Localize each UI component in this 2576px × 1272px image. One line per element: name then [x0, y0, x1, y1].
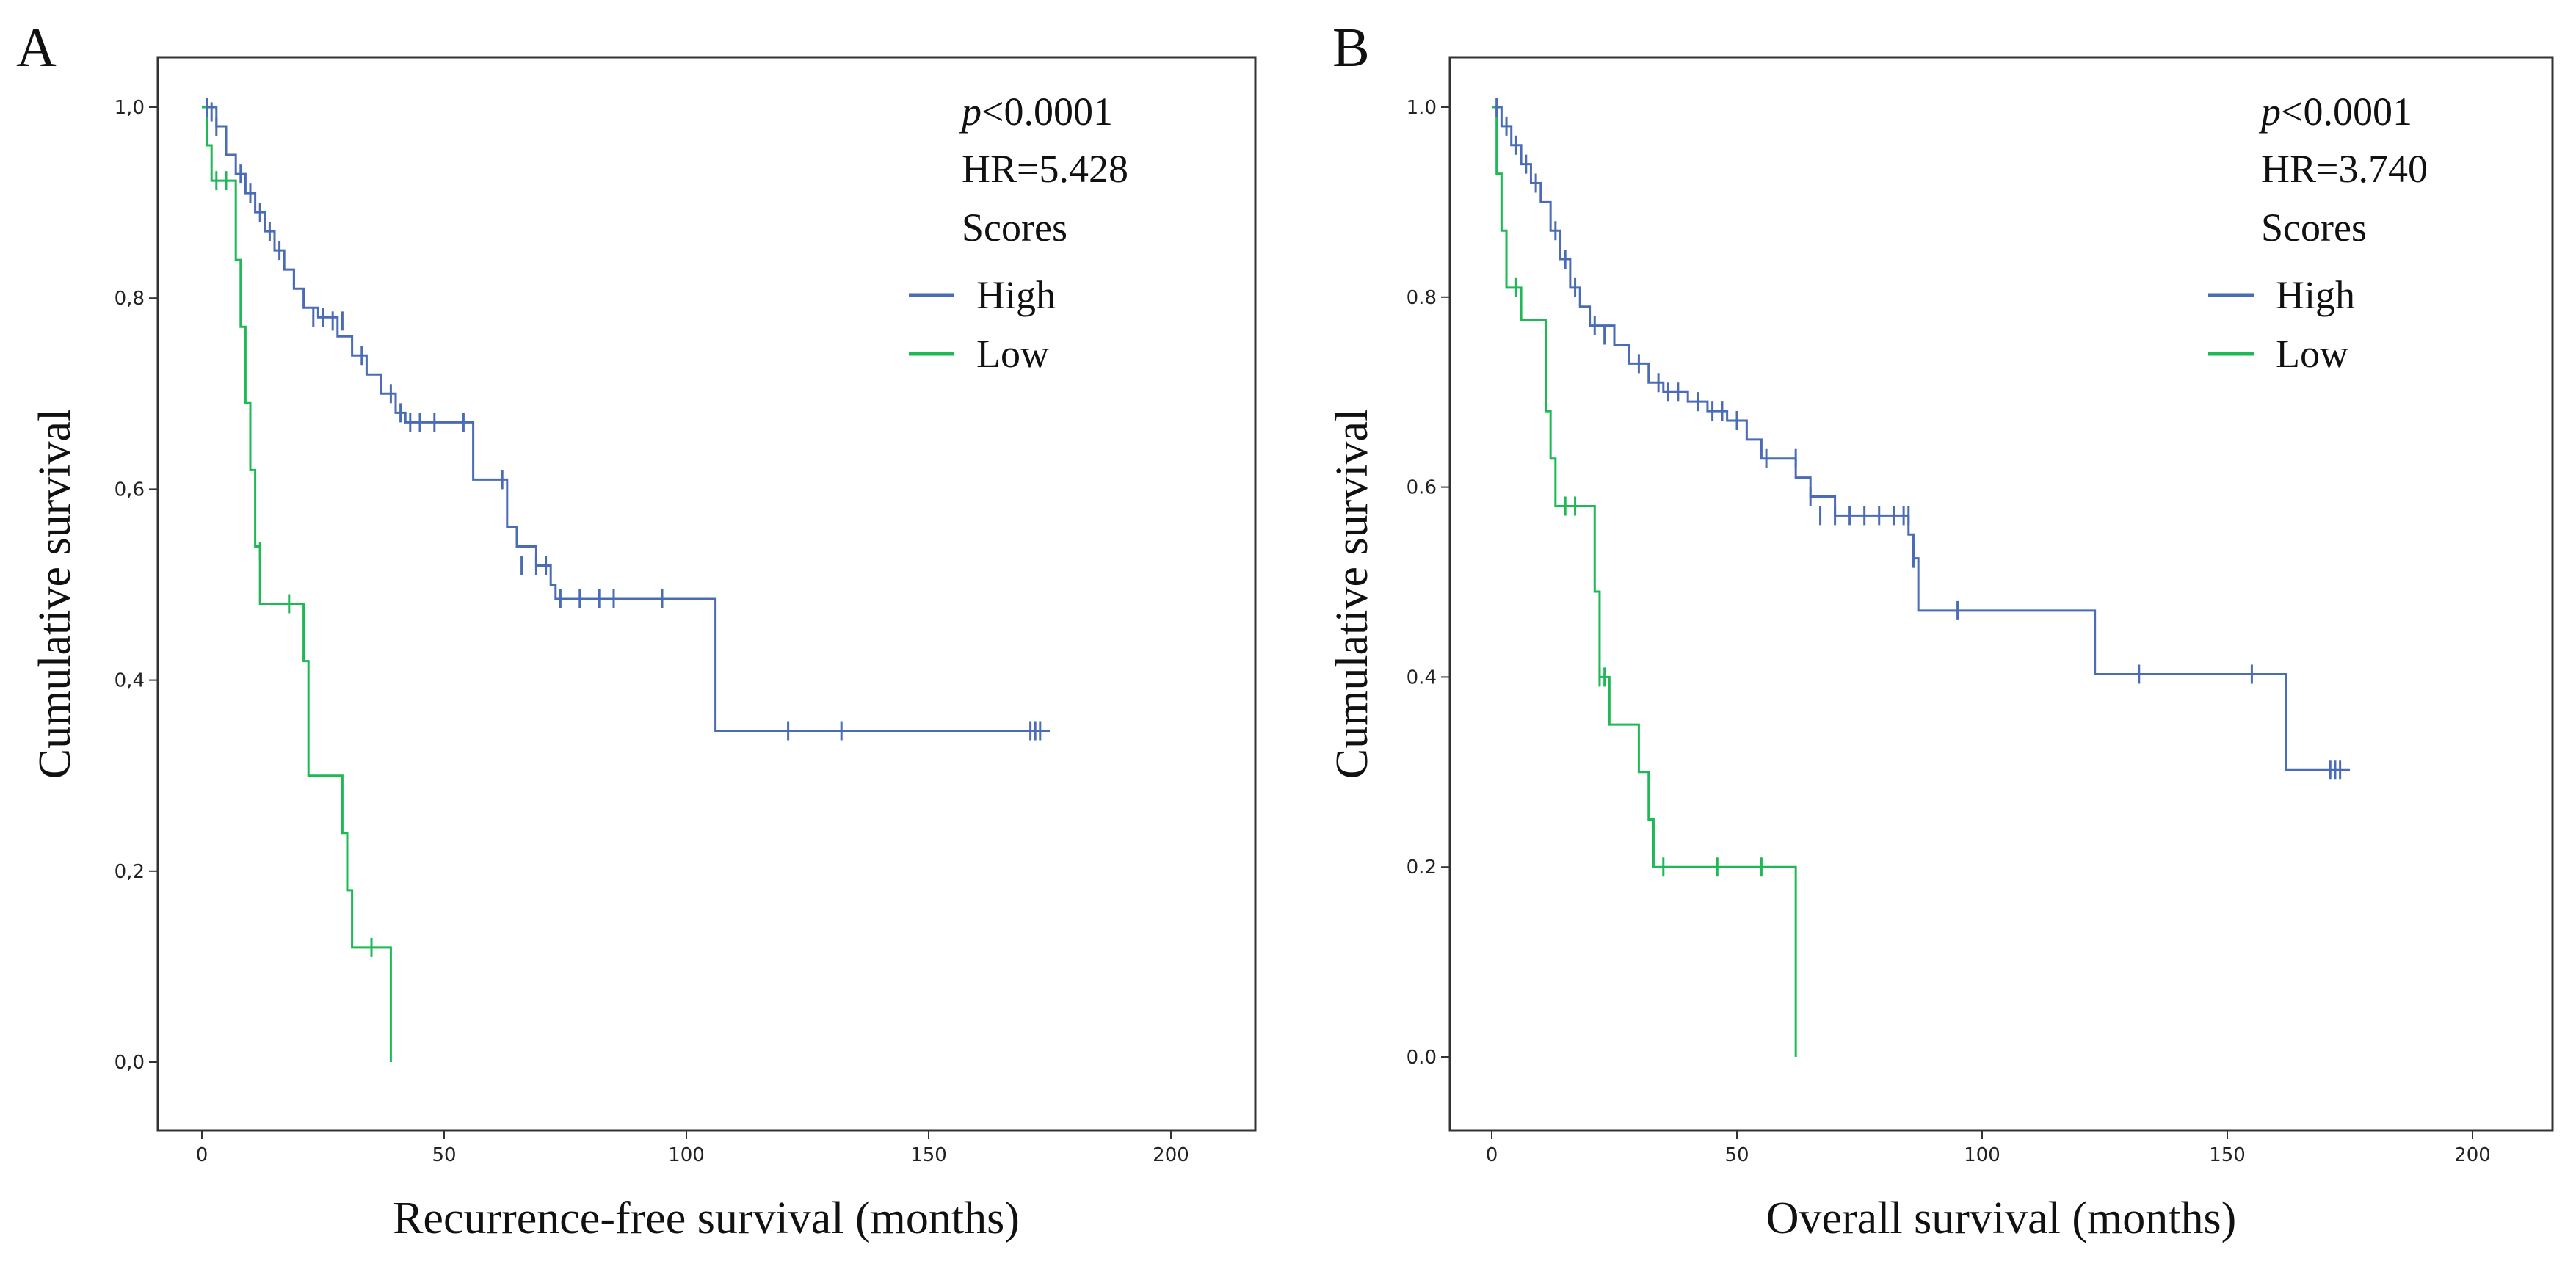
panel-b-low-censor-marks: [1514, 277, 1763, 877]
panel-a-x-ticks: 0 50 100 150 200: [196, 1144, 1189, 1166]
panel-a-xtick-4: 200: [1153, 1144, 1189, 1166]
panel-a-low-curve: [202, 106, 392, 1062]
panel-b-xtick-3: 150: [2209, 1144, 2246, 1166]
panel-a-ytick-4: 0,8: [115, 288, 145, 310]
panel-a-high-censor-marks: [206, 98, 1042, 741]
panel-a-annotation: p<0.0001 HR=5.428 Scores High Low: [909, 90, 1128, 376]
panel-b-low-curve: [1492, 106, 1797, 1057]
panel-b-x-axis-title: Overall survival (months): [1766, 1193, 2237, 1243]
panel-b-y-ticks: 0.0 0.2 0.4 0.6 0.8 1.0: [1407, 97, 1437, 1069]
panel-b-curves: [1492, 98, 2350, 1057]
panel-b-pvalue: p<0.0001: [2258, 90, 2412, 134]
panel-a-letter: A: [16, 17, 57, 79]
panel-a-ytick-1: 0,2: [115, 861, 145, 883]
panel-a-legend-title: Scores: [962, 206, 1067, 250]
panel-a-ytick-3: 0,6: [115, 479, 145, 501]
panel-a-high-curve: [202, 106, 1050, 733]
panel-b-legend-title: Scores: [2261, 206, 2367, 250]
panel-a: A 0 50 100 150 200 0,0 0,2 0,4 0,6 0,8 1…: [16, 17, 1257, 1243]
panel-b-ytick-5: 1.0: [1407, 97, 1437, 119]
panel-b-xtick-2: 100: [1964, 1144, 2000, 1166]
panel-a-y-ticks: 0,0 0,2 0,4 0,6 0,8 1,0: [115, 97, 145, 1074]
panel-b-ytick-1: 0.2: [1407, 857, 1437, 879]
panel-a-xtick-0: 0: [196, 1144, 208, 1166]
panel-a-ytick-5: 1,0: [115, 97, 145, 119]
panel-b-frame: [1448, 56, 2554, 1132]
panel-b: B 0 50 100 150 200 0.0 0.2 0.4 0.6 0.8 1…: [1327, 17, 2554, 1243]
panel-a-hazard-ratio: HR=5.428: [962, 147, 1128, 191]
panel-b-annotation: p<0.0001 HR=3.740 Scores High Low: [2208, 90, 2428, 376]
panel-a-legend-label-low: Low: [976, 332, 1049, 376]
panel-a-low-censor-marks: [215, 171, 373, 957]
panel-a-frame: [156, 56, 1257, 1132]
panel-a-curves: [202, 98, 1050, 1062]
panel-b-high-censor-marks: [1495, 98, 2342, 780]
panel-b-xtick-0: 0: [1486, 1144, 1498, 1166]
panel-b-x-ticks: 0 50 100 150 200: [1486, 1144, 2491, 1166]
panel-b-ytick-3: 0.6: [1407, 477, 1437, 499]
panel-a-ytick-0: 0,0: [115, 1052, 145, 1074]
panel-b-ytick-0: 0.0: [1407, 1047, 1437, 1069]
panel-b-letter: B: [1332, 17, 1370, 79]
panel-a-pvalue: p<0.0001: [959, 90, 1113, 134]
panel-a-xtick-1: 50: [432, 1144, 456, 1166]
panel-b-y-axis-title: Cumulative survival: [1327, 409, 1377, 779]
panel-b-ytick-4: 0.8: [1407, 287, 1437, 309]
panel-b-high-curve: [1492, 106, 2350, 771]
panel-a-y-axis-title: Cumulative survival: [30, 409, 80, 779]
panel-b-hazard-ratio: HR=3.740: [2261, 147, 2428, 191]
panel-b-xtick-1: 50: [1724, 1144, 1749, 1166]
panel-b-xtick-4: 200: [2454, 1144, 2491, 1166]
panel-a-xtick-3: 150: [910, 1144, 947, 1166]
panel-a-legend-label-high: High: [976, 273, 1056, 317]
panel-b-ytick-2: 0.4: [1407, 666, 1437, 688]
panel-a-ytick-2: 0,4: [115, 670, 145, 692]
panel-b-legend-label-low: Low: [2276, 332, 2348, 376]
panel-a-x-axis-title: Recurrence-free survival (months): [393, 1193, 1020, 1243]
panel-a-xtick-2: 100: [668, 1144, 705, 1166]
panel-b-legend-label-high: High: [2276, 273, 2355, 317]
